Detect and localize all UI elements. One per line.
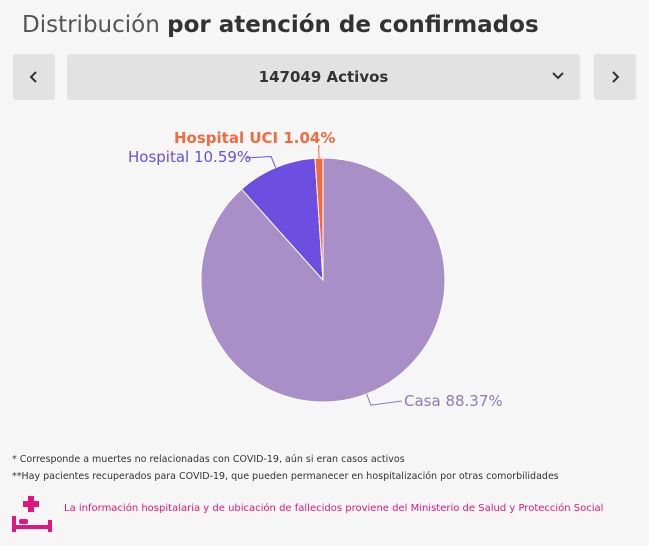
leader-line-hospital-uci: [318, 145, 321, 159]
chevron-left-icon: [29, 71, 37, 83]
title-bold: por atención de confirmados: [167, 12, 539, 38]
data-source-notice: La información hospitalaria y de ubicaci…: [10, 494, 640, 534]
pie-slice-hospital-uci[interactable]: [314, 157, 324, 281]
slice-label-hospital: Hospital 10.59%: [128, 148, 251, 166]
status-select-value: 147049 Activos: [258, 68, 389, 86]
chevron-right-icon: [612, 71, 620, 83]
footnotes: * Corresponde a muertes no relacionadas …: [12, 451, 559, 485]
slice-label-casa: Casa 88.37%: [404, 392, 503, 410]
footnote-1: * Corresponde a muertes no relacionadas …: [12, 454, 405, 465]
data-source-text: La información hospitalaria y de ubicaci…: [64, 503, 604, 514]
hospital-bed-icon: [12, 496, 52, 532]
chart-title: Distribución por atención de confirmados: [22, 12, 539, 38]
chevron-down-icon: [552, 72, 564, 80]
status-select[interactable]: 147049 Activos: [67, 54, 580, 100]
leader-line-casa: [366, 393, 403, 406]
previous-button[interactable]: [13, 54, 55, 100]
leader-line-hospital: [245, 155, 277, 168]
slice-label-hospital-uci: Hospital UCI 1.04%: [174, 129, 335, 147]
next-button[interactable]: [594, 54, 636, 100]
title-light: Distribución: [22, 12, 160, 38]
footnote-2: **Hay pacientes recuperados para COVID-1…: [12, 471, 559, 482]
pie-chart: Casa 88.37% Hospital 10.59%Hospital UCI 1…: [128, 129, 503, 410]
pie-slice-hospital[interactable]: [240, 157, 324, 282]
